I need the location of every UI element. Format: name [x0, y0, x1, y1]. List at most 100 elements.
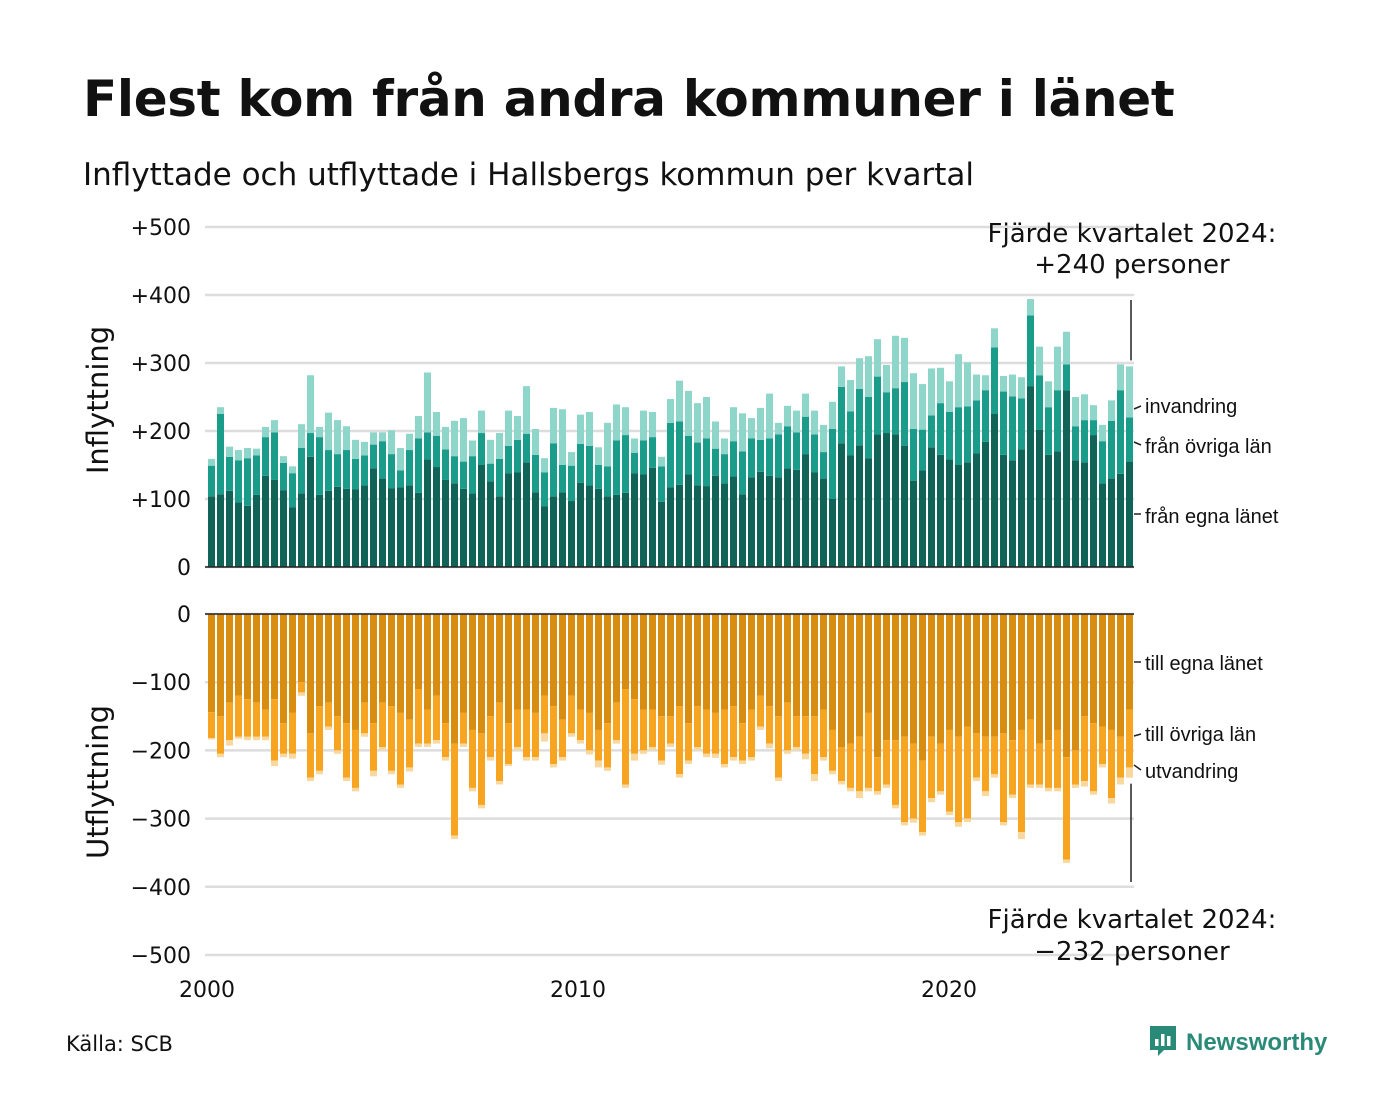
bar-out	[360, 614, 369, 703]
brand-name: Newsworthy	[1186, 1029, 1328, 1056]
bar-in	[486, 463, 495, 482]
bar-out	[333, 750, 342, 754]
bar-out	[432, 695, 441, 741]
bar-out	[819, 709, 828, 758]
bar-out	[621, 689, 630, 785]
bar-out	[621, 614, 630, 690]
bar-in	[603, 496, 612, 567]
bar-in	[1071, 460, 1080, 567]
bar-out	[1071, 750, 1080, 785]
legend-label-invandring: invandring	[1145, 396, 1237, 418]
bar-out	[540, 695, 549, 734]
bar-in	[666, 422, 675, 488]
bar-in	[657, 501, 666, 567]
bar-out	[945, 811, 954, 816]
bar-in	[729, 441, 738, 477]
bar-in	[567, 465, 576, 502]
bar-out	[657, 716, 666, 761]
bar-out	[504, 764, 513, 767]
bar-in	[297, 424, 306, 448]
bar-out	[306, 614, 315, 734]
bar-out	[549, 764, 558, 768]
bar-in	[450, 456, 459, 484]
bar-out	[630, 699, 639, 754]
bar-in	[684, 390, 693, 436]
bar-out	[540, 733, 549, 742]
bar-out	[1062, 859, 1071, 863]
bar-out	[765, 706, 774, 744]
bar-out	[495, 614, 504, 703]
bar-in	[972, 374, 981, 401]
bar-in	[720, 483, 729, 567]
bar-out	[1107, 729, 1116, 799]
bar-in	[441, 479, 450, 567]
bar-in	[468, 456, 477, 494]
bar-in	[459, 488, 468, 567]
bar-in	[1035, 429, 1044, 567]
bar-in	[378, 432, 387, 442]
bar-in	[711, 421, 720, 449]
bar-out	[846, 743, 855, 788]
bar-out	[270, 699, 279, 761]
bar-out	[864, 614, 873, 713]
bar-in	[747, 477, 756, 567]
bar-out	[1053, 614, 1062, 730]
bar-in	[531, 454, 540, 493]
bar-in	[1035, 346, 1044, 376]
bar-out	[495, 781, 504, 785]
bar-out	[234, 736, 243, 739]
bar-in	[927, 447, 936, 567]
bar-in	[468, 440, 477, 457]
bar-in	[387, 488, 396, 567]
bar-out	[738, 614, 747, 724]
bar-in	[1125, 461, 1134, 567]
bar-out	[585, 712, 594, 751]
bar-in	[630, 438, 639, 453]
bar-out	[459, 743, 468, 747]
bar-in	[342, 426, 351, 451]
bar-in	[783, 468, 792, 567]
bar-in	[900, 382, 909, 446]
bar-out	[891, 614, 900, 741]
bar-in	[369, 468, 378, 567]
bar-in	[252, 455, 261, 495]
x-tick-label: 2020	[921, 978, 977, 1003]
bar-in	[837, 366, 846, 387]
bar-in	[513, 439, 522, 473]
bar-out	[999, 822, 1008, 826]
bar-in	[711, 475, 720, 567]
inflow-ylabel: Inflyttning	[81, 326, 115, 474]
bar-out	[261, 736, 270, 741]
outflow-bars	[207, 614, 1134, 863]
bar-out	[468, 787, 477, 792]
bar-in	[207, 465, 216, 497]
bar-out	[207, 614, 216, 713]
bar-in	[999, 375, 1008, 392]
bar-out	[423, 709, 432, 744]
bar-out	[630, 614, 639, 700]
bar-in	[639, 410, 648, 441]
bar-out	[945, 614, 954, 730]
bar-in	[342, 450, 351, 489]
bar-in	[1116, 390, 1125, 474]
bar-out	[558, 719, 567, 758]
bar-out	[1080, 614, 1089, 717]
bar-in	[261, 426, 270, 438]
bar-out	[540, 614, 549, 696]
bar-out	[243, 736, 252, 741]
bar-in	[333, 454, 342, 487]
bar-out	[513, 614, 522, 710]
bar-out	[693, 614, 702, 707]
bar-in	[999, 454, 1008, 567]
bar-in	[837, 386, 846, 444]
bar-in	[270, 432, 279, 480]
bar-in	[531, 428, 540, 455]
bar-in	[360, 441, 369, 456]
bar-in	[684, 435, 693, 475]
bar-in	[234, 502, 243, 567]
bar-in	[288, 473, 297, 508]
bar-out	[900, 822, 909, 826]
bar-out	[981, 736, 990, 792]
outflow-annotation-line2: −232 personer	[1034, 937, 1230, 967]
bar-out	[819, 614, 828, 710]
